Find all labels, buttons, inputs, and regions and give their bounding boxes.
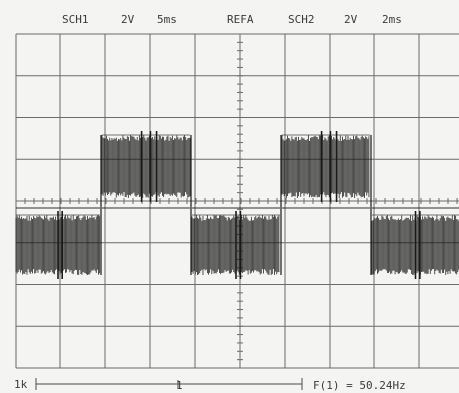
cursor-marker-label: 1	[176, 379, 183, 392]
ch2-volts-div: 2V	[344, 13, 358, 26]
frequency-readout: F(1) = 50.24Hz	[313, 379, 406, 392]
ch1-label: SCH1	[62, 13, 89, 26]
graticule-grid	[15, 33, 459, 369]
ch1-time-div: 5ms	[157, 13, 177, 26]
footer-marker-bar	[35, 378, 303, 390]
ch1-volts-div: 2V	[121, 13, 135, 26]
ch2-label: SCH2	[288, 13, 315, 26]
reference-label: REFA	[227, 13, 254, 26]
footer-scale-label: 1k	[14, 378, 28, 391]
ch2-time-div: 2ms	[382, 13, 402, 26]
waveform-trace	[15, 131, 459, 279]
